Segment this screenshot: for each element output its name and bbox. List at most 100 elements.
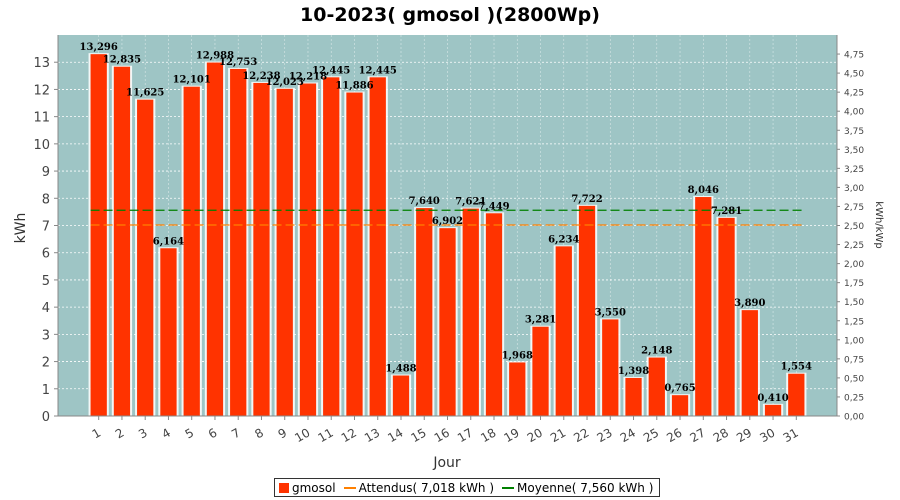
- bar: [113, 66, 131, 416]
- value-label: 7,621: [455, 197, 486, 208]
- reference-lines: [90, 209, 805, 226]
- value-label: 12,101: [173, 75, 211, 86]
- x-tick-label: 20: [525, 425, 545, 445]
- legend: gmosol Attendus( 7,018 kWh ) Moyenne( 7,…: [274, 478, 661, 497]
- value-label: 11,625: [126, 88, 164, 99]
- y2-tick-label: 0,75: [844, 355, 864, 365]
- bar: [578, 205, 596, 416]
- y2-tick-label: 2,50: [844, 222, 864, 232]
- x-tick-label: 18: [478, 425, 498, 445]
- y2-tick-label: 2,25: [844, 241, 864, 251]
- value-label: 6,902: [432, 216, 463, 227]
- bar: [671, 395, 689, 416]
- value-label: 6,164: [153, 236, 184, 247]
- x-tick-label: 15: [409, 425, 429, 445]
- bar: [206, 62, 224, 416]
- bar: [276, 88, 293, 416]
- y2-tick-label: 0,25: [844, 393, 864, 403]
- bar: [648, 357, 665, 416]
- x-tick-label: 1: [90, 425, 104, 441]
- y-tick-label: 7: [42, 220, 50, 235]
- x-tick-label: 3: [136, 425, 150, 441]
- x-tick-label: 28: [711, 425, 731, 445]
- value-label: 2,148: [641, 346, 672, 357]
- bar: [160, 248, 177, 416]
- value-label: 1,488: [385, 364, 416, 375]
- bar: [602, 319, 619, 416]
- bar: [346, 92, 363, 416]
- value-label: 0,410: [757, 393, 788, 404]
- value-labels: 13,296 12,835 11,625 6,164 12,101 12,98812,75…: [80, 42, 812, 404]
- bar: [788, 373, 805, 416]
- y2-tick-label: 4,75: [844, 51, 864, 61]
- value-label: 12,988: [196, 51, 234, 62]
- value-label: 13,296: [80, 42, 118, 53]
- value-label: 12,023: [266, 77, 304, 88]
- y2-tick-label: 1,25: [844, 317, 864, 327]
- x-tick-label: 16: [432, 425, 452, 445]
- x-tick-label: 19: [502, 425, 522, 445]
- y2-axis-title: kWh/kWp: [873, 201, 884, 248]
- bar: [718, 217, 735, 416]
- x-tick-label: 27: [688, 425, 708, 445]
- bar: [509, 362, 526, 416]
- value-label: 7,281: [711, 206, 742, 217]
- x-axis-title: Jour: [432, 455, 461, 471]
- legend-label-expected: Attendus( 7,018 kWh ): [358, 480, 495, 495]
- y2-tick-label: 3,00: [844, 184, 864, 194]
- bar: [299, 83, 317, 417]
- x-tick-label: 12: [339, 425, 359, 445]
- bar: [253, 82, 270, 416]
- bar: [462, 208, 479, 416]
- legend-item-expected: Attendus( 7,018 kWh ): [343, 480, 495, 495]
- value-label: 12,445: [359, 65, 397, 76]
- y-tick-label: 12: [33, 83, 50, 98]
- x-tick-label: 11: [315, 425, 335, 445]
- y2-tick-label: 2,75: [844, 203, 864, 213]
- legend-label-series: gmosol: [292, 480, 336, 495]
- x-tick-label: 21: [548, 425, 568, 445]
- y-tick-label: 5: [42, 274, 50, 289]
- value-label: 3,281: [525, 315, 556, 326]
- y2-tick-label: 0,50: [844, 374, 864, 384]
- x-tick-label: 30: [757, 425, 777, 445]
- value-label: 12,238: [242, 71, 280, 82]
- y2-tick-label: 4,25: [844, 89, 864, 99]
- bar: [90, 54, 107, 417]
- bar: [695, 197, 712, 416]
- chart-title: 10-2023( gmosol )(2800Wp): [300, 4, 600, 26]
- bar: [369, 77, 386, 417]
- x-tick-label: 25: [641, 425, 661, 445]
- value-label: 8,046: [688, 185, 719, 196]
- value-label: 12,445: [312, 65, 350, 76]
- x-tick-label: 26: [664, 425, 684, 445]
- bar: [764, 404, 782, 416]
- value-label: 3,890: [734, 298, 765, 309]
- y-tick-label: 8: [42, 192, 50, 207]
- value-label: 11,886: [335, 81, 373, 92]
- bar: [137, 99, 154, 417]
- y2-tick-label: 3,50: [844, 146, 864, 156]
- x-tick-label: 13: [362, 425, 382, 445]
- bar: [485, 213, 503, 416]
- x-tick-label: 31: [781, 425, 801, 445]
- value-label: 1,968: [502, 350, 533, 361]
- y2-tick-label: 1,50: [844, 298, 864, 308]
- y2-tick-label: 3,75: [844, 127, 864, 137]
- y2-tick-label: 3,25: [844, 165, 864, 175]
- x-tick-label: 9: [276, 425, 290, 441]
- legend-swatch-series: [279, 482, 289, 493]
- y-tick-label: 10: [33, 138, 50, 153]
- value-label: 12,218: [289, 71, 327, 82]
- x-tick-label: 29: [734, 425, 754, 445]
- y-tick-label: 6: [42, 247, 50, 262]
- y2-tick-label: 4,00: [844, 108, 864, 118]
- bar: [532, 326, 549, 416]
- value-label: 0,765: [664, 383, 695, 394]
- legend-swatch-average: [502, 486, 515, 489]
- bar: [230, 68, 247, 416]
- x-tick-label: 10: [292, 425, 312, 445]
- value-label: 7,640: [409, 196, 440, 207]
- y-tick-label: 9: [42, 165, 50, 180]
- legend-item-average: Moyenne( 7,560 kWh ): [502, 481, 653, 495]
